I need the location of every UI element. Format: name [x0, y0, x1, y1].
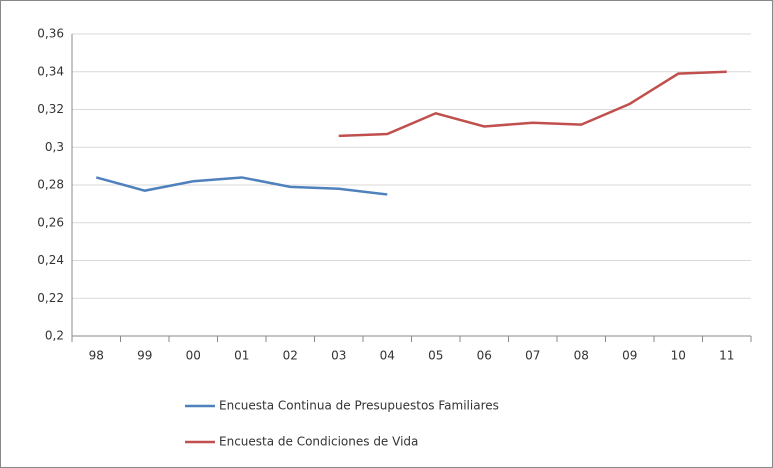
x-tick-label: 00 — [186, 349, 201, 363]
series-line — [338, 70, 727, 138]
y-tick-label: 0,32 — [37, 102, 64, 116]
x-tick-label: 99 — [137, 349, 152, 363]
y-tick-label: 0,22 — [37, 291, 64, 305]
x-tick-label: 07 — [525, 349, 540, 363]
x-tick-label: 10 — [671, 349, 686, 363]
y-tick-label: 0,2 — [45, 329, 64, 343]
y-tick-label: 0,34 — [37, 64, 64, 78]
legend-label: Encuesta Continua de Presupuestos Famili… — [219, 399, 499, 413]
x-tick-label: 08 — [574, 349, 589, 363]
y-tick-label: 0,28 — [37, 178, 64, 192]
x-tick-label: 04 — [380, 349, 395, 363]
x-tick-label: 01 — [234, 349, 249, 363]
x-tick-label: 11 — [719, 349, 734, 363]
legend-label: Encuesta de Condiciones de Vida — [219, 435, 418, 449]
series-line — [95, 176, 388, 196]
x-tick-label: 98 — [89, 349, 104, 363]
y-tick-label: 0,3 — [45, 140, 64, 154]
x-tick-label: 05 — [428, 349, 443, 363]
y-tick-label: 0,26 — [37, 215, 64, 229]
x-tick-label: 06 — [477, 349, 492, 363]
x-tick-label: 09 — [622, 349, 637, 363]
x-tick-label: 03 — [331, 349, 346, 363]
x-tick-label: 02 — [283, 349, 298, 363]
y-tick-label: 0,24 — [37, 253, 64, 267]
y-tick-label: 0,36 — [37, 27, 64, 41]
